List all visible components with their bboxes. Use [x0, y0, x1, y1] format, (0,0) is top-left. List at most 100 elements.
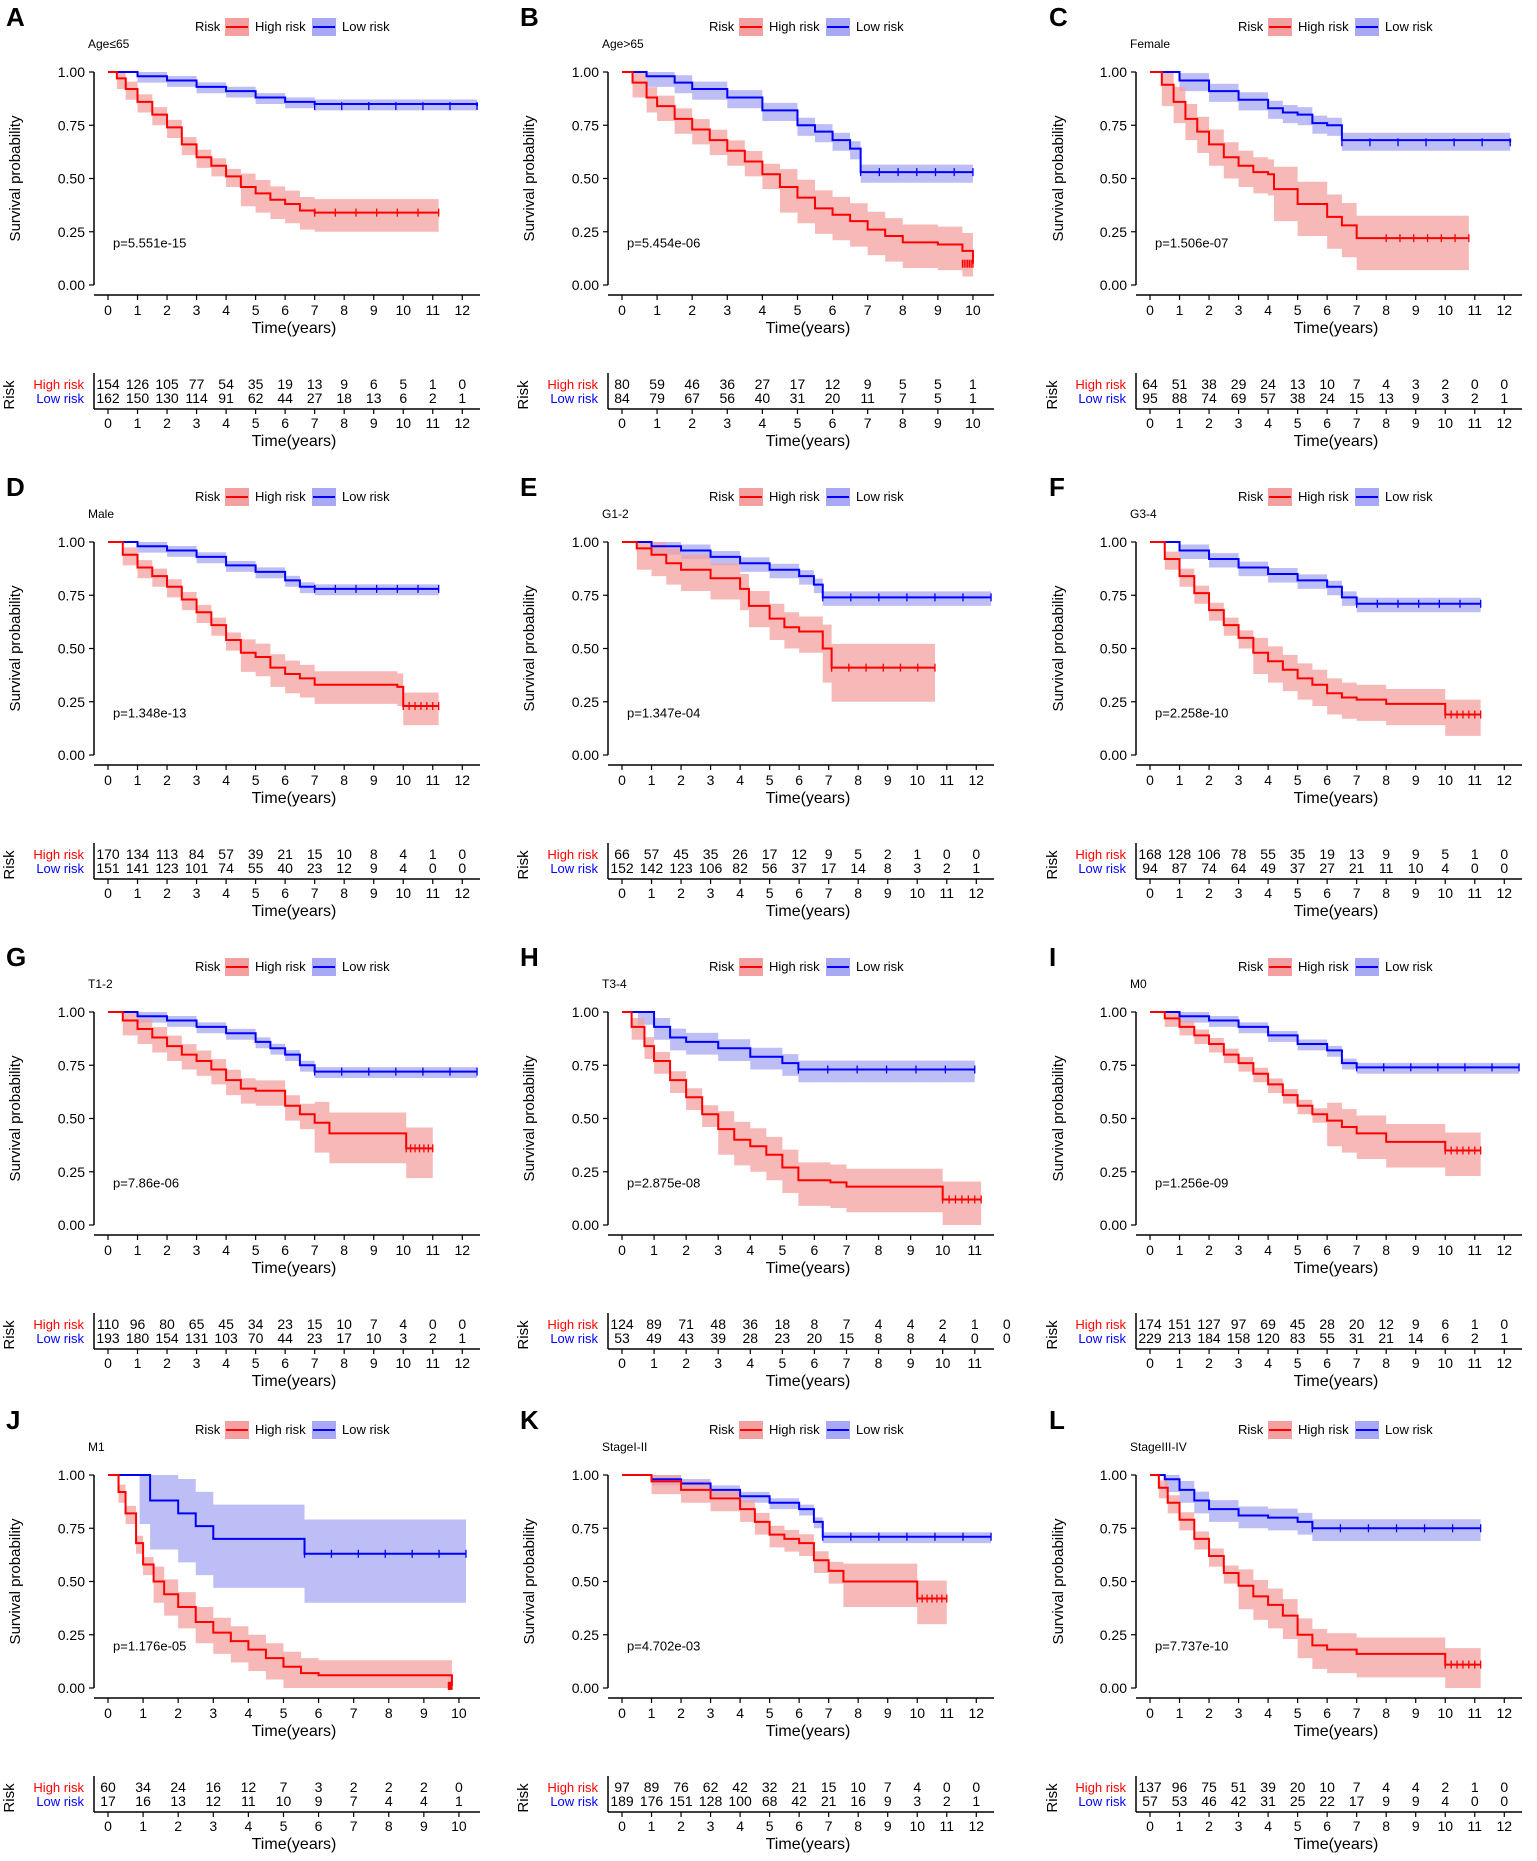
x-tick-label: 4 — [244, 1705, 252, 1721]
risk-table-x-tick-label: 11 — [425, 415, 440, 431]
risk-count-high: 29 — [1231, 376, 1247, 392]
x-tick-label: 4 — [1264, 772, 1272, 788]
x-tick-label: 1 — [648, 772, 656, 788]
risk-table-x-tick-label: 11 — [425, 885, 440, 901]
risk-count-high: 5 — [1441, 846, 1449, 862]
risk-table-x-axis-label: Time(years) — [766, 903, 851, 920]
risk-count-low: 1 — [458, 390, 466, 406]
risk-count-high: 39 — [248, 846, 264, 862]
high-risk-ci-band — [108, 1012, 433, 1179]
y-tick-label: 0.75 — [58, 587, 85, 603]
risk-count-low: 189 — [610, 1793, 634, 1809]
risk-table-y-label: Risk — [1044, 1783, 1061, 1813]
x-tick-label: 10 — [965, 302, 981, 318]
risk-count-high: 0 — [943, 1779, 951, 1795]
high-risk-ci-band — [1150, 542, 1481, 736]
x-tick-label: 0 — [104, 1242, 112, 1258]
risk-table-x-tick-label: 0 — [1146, 415, 1154, 431]
x-tick-label: 8 — [1382, 772, 1390, 788]
y-axis-label: Survival probability — [1050, 1518, 1067, 1644]
risk-count-low: 21 — [1378, 1330, 1394, 1346]
x-tick-label: 0 — [104, 302, 112, 318]
risk-count-high: 35 — [1290, 846, 1306, 862]
x-tick-label: 10 — [935, 1242, 951, 1258]
risk-count-high: 45 — [1290, 1316, 1306, 1332]
risk-count-high: 1 — [913, 846, 921, 862]
x-tick-label: 3 — [193, 1242, 201, 1258]
risk-table-x-tick-label: 8 — [899, 415, 907, 431]
risk-table-x-tick-label: 11 — [939, 1818, 954, 1834]
risk-table-x-tick-label: 7 — [311, 885, 319, 901]
risk-count-low: 193 — [96, 1330, 120, 1346]
risk-count-low: 9 — [1382, 1793, 1390, 1809]
x-tick-label: 8 — [1382, 1705, 1390, 1721]
x-tick-label: 3 — [723, 302, 731, 318]
risk-count-low: 128 — [699, 1793, 723, 1809]
risk-count-high: 6 — [1441, 1316, 1449, 1332]
subgroup-title: M1 — [88, 1440, 105, 1454]
y-tick-label: 0.50 — [1100, 1111, 1127, 1127]
risk-table-x-tick-label: 12 — [454, 1355, 470, 1371]
x-axis-label: Time(years) — [766, 1723, 851, 1740]
p-value: p=7.86e-06 — [113, 1175, 179, 1190]
x-tick-label: 10 — [909, 1705, 925, 1721]
y-tick-label: 0.25 — [1100, 224, 1127, 240]
risk-table-x-tick-label: 6 — [811, 1355, 819, 1371]
risk-table-low-label: Low risk — [36, 1794, 84, 1809]
risk-count-low: 9 — [315, 1793, 323, 1809]
x-axis-label: Time(years) — [766, 1260, 851, 1277]
x-tick-label: 3 — [209, 1705, 217, 1721]
high-risk-ci-band — [622, 1475, 947, 1625]
legend-title: Risk — [709, 19, 735, 34]
x-tick-label: 4 — [746, 1242, 754, 1258]
risk-table-x-axis-label: Time(years) — [1294, 903, 1379, 920]
risk-count-low: 184 — [1197, 1330, 1221, 1346]
x-tick-label: 8 — [854, 772, 862, 788]
risk-count-low: 23 — [775, 1330, 791, 1346]
risk-count-low: 6 — [399, 390, 407, 406]
x-tick-label: 1 — [139, 1705, 147, 1721]
risk-count-high: 9 — [1412, 1316, 1420, 1332]
y-axis-label: Survival probability — [7, 1518, 24, 1644]
legend: Risk High risk Low risk — [709, 1421, 904, 1439]
x-tick-label: 3 — [1235, 302, 1243, 318]
risk-table-x-tick-label: 4 — [746, 1355, 754, 1371]
x-tick-label: 0 — [1146, 772, 1154, 788]
x-tick-label: 1 — [1176, 1705, 1184, 1721]
x-tick-label: 7 — [1353, 772, 1361, 788]
x-tick-label: 0 — [104, 1705, 112, 1721]
y-tick-label: 1.00 — [1100, 534, 1127, 550]
x-tick-label: 7 — [350, 1705, 358, 1721]
risk-table-x-tick-label: 0 — [104, 1355, 112, 1371]
x-tick-label: 0 — [1146, 1705, 1154, 1721]
x-tick-label: 1 — [1176, 302, 1184, 318]
x-tick-label: 11 — [1467, 1705, 1482, 1721]
risk-count-high: 1 — [1471, 846, 1479, 862]
risk-count-low: 94 — [1142, 860, 1158, 876]
risk-table-x-tick-label: 2 — [688, 415, 696, 431]
x-tick-label: 11 — [967, 1242, 982, 1258]
low-risk-curve — [108, 1011, 478, 1073]
risk-count-low: 4 — [1441, 1793, 1449, 1809]
risk-count-low: 21 — [821, 1793, 837, 1809]
x-tick-label: 0 — [618, 772, 626, 788]
low-risk-ci-band — [108, 1012, 478, 1079]
panel-g: G Risk High risk Low riskT1-21.000.750.500.… — [1, 942, 480, 1390]
risk-count-high: 78 — [1231, 846, 1247, 862]
risk-table-x-tick-label: 0 — [618, 1355, 626, 1371]
risk-count-high: 75 — [1201, 1779, 1217, 1795]
risk-count-high: 66 — [614, 846, 630, 862]
y-tick-label: 0.50 — [572, 171, 599, 187]
risk-table-x-tick-label: 10 — [965, 415, 981, 431]
risk-count-high: 96 — [130, 1316, 146, 1332]
risk-count-high: 13 — [307, 376, 323, 392]
legend: Risk High risk Low risk — [195, 18, 390, 36]
risk-table-x-tick-label: 4 — [736, 885, 744, 901]
risk-table-x-axis-label: Time(years) — [766, 1836, 851, 1853]
x-tick-label: 5 — [252, 1242, 260, 1258]
risk-count-high: 0 — [429, 1316, 437, 1332]
risk-table-x-tick-label: 0 — [1146, 1355, 1154, 1371]
risk-count-low: 123 — [155, 860, 179, 876]
risk-table-x-tick-label: 6 — [281, 1355, 289, 1371]
risk-count-high: 34 — [135, 1779, 151, 1795]
